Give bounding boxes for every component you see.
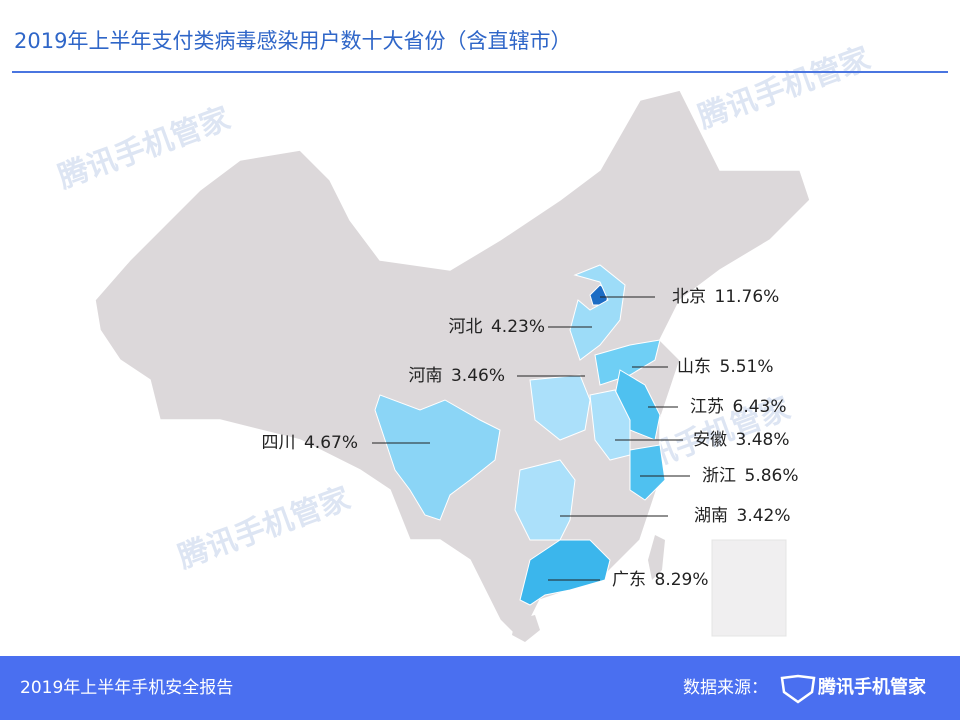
space: [724, 397, 733, 417]
value-label: 5.86%: [745, 466, 799, 486]
space: [711, 357, 720, 377]
province-name: 浙江: [702, 466, 736, 486]
province-label: 河南 3.46%: [408, 366, 505, 386]
province-label: 安徽 3.48%: [693, 430, 790, 450]
province-label: 河北 4.23%: [448, 317, 545, 337]
province: [529, 374, 591, 441]
province: [594, 339, 661, 386]
value-label: 5.51%: [720, 357, 774, 377]
space: [736, 466, 745, 486]
space: [295, 433, 304, 453]
province-label: 山东 5.51%: [677, 357, 774, 377]
province-label: 湖南 3.42%: [694, 506, 791, 526]
value-label: 4.23%: [491, 317, 545, 337]
china-outline: [94, 89, 811, 642]
province-label: 江苏 6.43%: [690, 397, 787, 417]
footer-source-label: 数据来源：: [683, 678, 768, 698]
space: [482, 317, 491, 337]
hainan: [512, 615, 540, 642]
space: [646, 570, 655, 590]
province: [629, 444, 666, 501]
province-label: 浙江 5.86%: [702, 466, 799, 486]
province-name: 北京: [672, 287, 706, 307]
province-name: 安徽: [693, 430, 727, 450]
labels: 北京 11.76% 河北 4.23% 山东 5.51% 河南 3.46% 江苏 6.43…: [261, 287, 798, 590]
province-label: 四川 4.67%: [261, 433, 358, 453]
province-label: 广东 8.29%: [612, 570, 709, 590]
province-name: 四川: [261, 433, 295, 453]
value-label: 3.42%: [737, 506, 791, 526]
province-label: 北京 11.76%: [672, 287, 779, 307]
chart-title: 2019年上半年支付类病毒感染用户数十大省份（含直辖市）: [14, 29, 571, 53]
value-label: 11.76%: [715, 287, 780, 307]
province-name: 湖南: [694, 506, 728, 526]
value-label: 3.46%: [451, 366, 505, 386]
province-name: 河北: [448, 317, 482, 337]
province: [374, 394, 501, 521]
value-label: 8.29%: [655, 570, 709, 590]
provinces: [374, 264, 666, 606]
province-name: 江苏: [690, 397, 724, 417]
value-label: 4.67%: [304, 433, 358, 453]
province: [519, 539, 611, 606]
brand-icon: [780, 674, 816, 704]
province-name: 广东: [612, 570, 646, 590]
footer-bar: [0, 656, 960, 720]
space: [706, 287, 715, 307]
space: [442, 366, 451, 386]
province: [514, 459, 576, 541]
south-sea-inset: [711, 539, 787, 637]
space: [727, 430, 736, 450]
space: [728, 506, 737, 526]
value-label: 3.48%: [736, 430, 790, 450]
province-name: 河南: [408, 366, 442, 386]
value-label: 6.43%: [733, 397, 787, 417]
footer-report: 2019年上半年手机安全报告: [20, 678, 233, 698]
taiwan: [648, 535, 665, 580]
footer-brand: 腾讯手机管家: [818, 676, 927, 698]
province-name: 山东: [677, 357, 711, 377]
